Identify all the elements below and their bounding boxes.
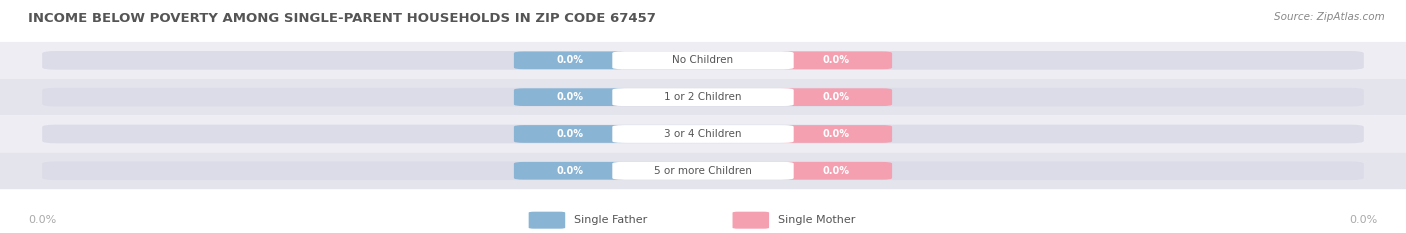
FancyBboxPatch shape	[515, 125, 627, 143]
Text: 0.0%: 0.0%	[823, 166, 849, 176]
FancyBboxPatch shape	[733, 212, 769, 229]
FancyBboxPatch shape	[0, 79, 1406, 116]
FancyBboxPatch shape	[515, 162, 627, 180]
FancyBboxPatch shape	[42, 125, 1364, 143]
Text: 0.0%: 0.0%	[823, 92, 849, 102]
Text: 1 or 2 Children: 1 or 2 Children	[664, 92, 742, 102]
Text: 0.0%: 0.0%	[557, 55, 583, 65]
Text: Source: ZipAtlas.com: Source: ZipAtlas.com	[1274, 12, 1385, 22]
Text: No Children: No Children	[672, 55, 734, 65]
Text: 3 or 4 Children: 3 or 4 Children	[664, 129, 742, 139]
FancyBboxPatch shape	[0, 116, 1406, 152]
FancyBboxPatch shape	[529, 212, 565, 229]
Text: Single Mother: Single Mother	[778, 215, 855, 225]
Text: 0.0%: 0.0%	[28, 215, 56, 225]
FancyBboxPatch shape	[779, 51, 893, 69]
Text: 0.0%: 0.0%	[1350, 215, 1378, 225]
FancyBboxPatch shape	[613, 51, 793, 69]
FancyBboxPatch shape	[779, 162, 893, 180]
Text: 0.0%: 0.0%	[557, 166, 583, 176]
FancyBboxPatch shape	[613, 88, 793, 106]
FancyBboxPatch shape	[779, 88, 893, 106]
Text: 0.0%: 0.0%	[823, 129, 849, 139]
FancyBboxPatch shape	[0, 152, 1406, 189]
Text: Single Father: Single Father	[574, 215, 647, 225]
FancyBboxPatch shape	[515, 51, 627, 69]
FancyBboxPatch shape	[42, 161, 1364, 180]
FancyBboxPatch shape	[613, 162, 793, 180]
FancyBboxPatch shape	[515, 88, 627, 106]
Text: 0.0%: 0.0%	[557, 129, 583, 139]
Text: INCOME BELOW POVERTY AMONG SINGLE-PARENT HOUSEHOLDS IN ZIP CODE 67457: INCOME BELOW POVERTY AMONG SINGLE-PARENT…	[28, 12, 657, 25]
FancyBboxPatch shape	[0, 42, 1406, 79]
FancyBboxPatch shape	[779, 125, 893, 143]
FancyBboxPatch shape	[42, 51, 1364, 70]
Text: 0.0%: 0.0%	[823, 55, 849, 65]
Text: 5 or more Children: 5 or more Children	[654, 166, 752, 176]
FancyBboxPatch shape	[42, 88, 1364, 106]
FancyBboxPatch shape	[613, 125, 793, 143]
Text: 0.0%: 0.0%	[557, 92, 583, 102]
